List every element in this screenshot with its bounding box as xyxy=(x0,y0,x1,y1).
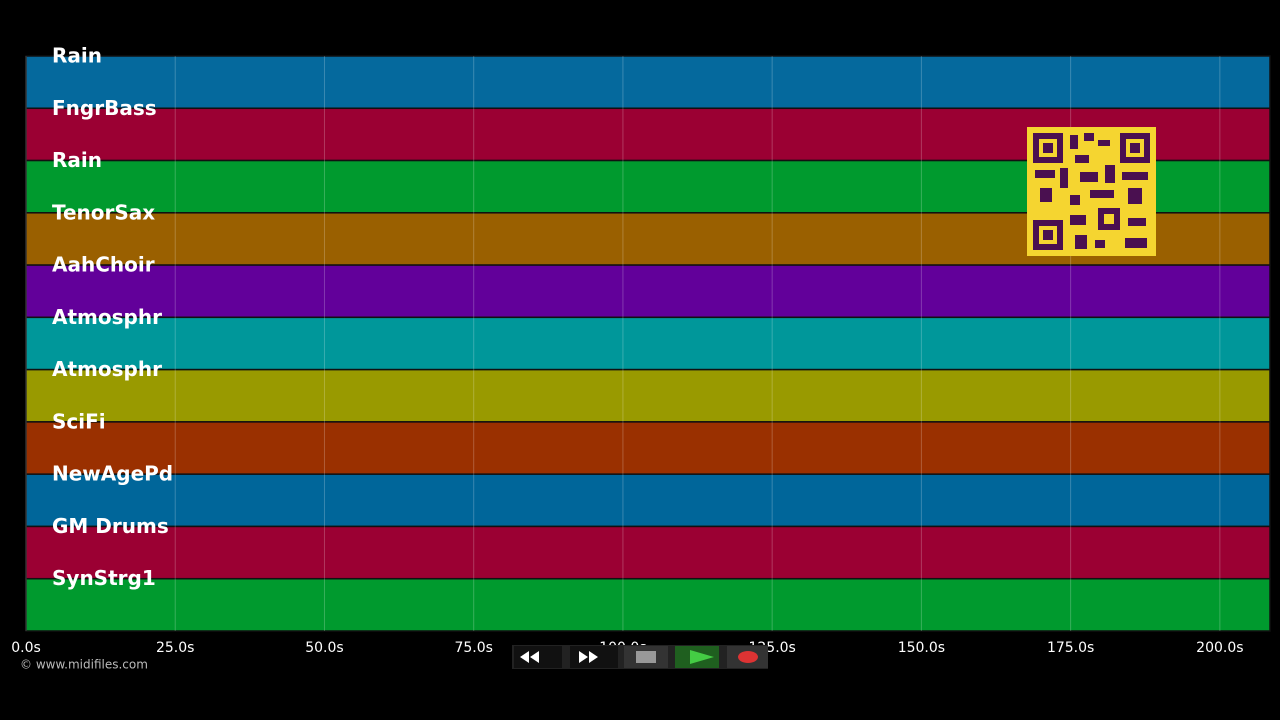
transport-controls xyxy=(512,645,768,669)
forward-button[interactable] xyxy=(570,646,618,668)
track-lane xyxy=(25,264,1271,319)
qr-code xyxy=(1027,127,1156,256)
track-name: SynStrg1 xyxy=(52,566,156,590)
track-name: Rain xyxy=(52,148,102,172)
record-button[interactable] xyxy=(727,646,768,668)
track-name: Atmosphr xyxy=(52,357,162,381)
stop-button[interactable] xyxy=(624,646,668,668)
time-tick-label: 75.0s xyxy=(454,640,492,656)
track-lane xyxy=(25,316,1271,371)
track-name: Rain xyxy=(52,44,102,68)
copyright: © www.midifiles.com xyxy=(20,658,148,672)
track-lane xyxy=(25,368,1271,423)
play-button[interactable] xyxy=(675,646,719,668)
track-lane xyxy=(25,577,1271,632)
track-labels: Rain FngrBass Rain TenorSax AahChoir Atmosphr… xyxy=(52,44,173,591)
track-name: AahChoir xyxy=(52,253,155,277)
track-name: NewAgePd xyxy=(52,462,173,486)
track-lane xyxy=(25,55,1271,110)
time-tick-label: 0.0s xyxy=(11,640,41,656)
track-name: GM Drums xyxy=(52,514,169,538)
track-name: FngrBass xyxy=(52,96,157,120)
time-tick-label: 200.0s xyxy=(1196,640,1243,656)
rewind-button[interactable] xyxy=(514,646,562,668)
time-tick-label: 25.0s xyxy=(156,640,194,656)
time-tick-label: 175.0s xyxy=(1047,640,1094,656)
time-tick-label: 150.0s xyxy=(898,640,945,656)
time-tick-label: 50.0s xyxy=(305,640,343,656)
track-lane xyxy=(25,473,1271,528)
track-lane xyxy=(25,421,1271,475)
track-name: SciFi xyxy=(52,409,106,433)
track-name: TenorSax xyxy=(52,200,155,224)
track-name: Atmosphr xyxy=(52,305,162,329)
track-lane xyxy=(25,525,1271,580)
grid xyxy=(25,56,1221,631)
